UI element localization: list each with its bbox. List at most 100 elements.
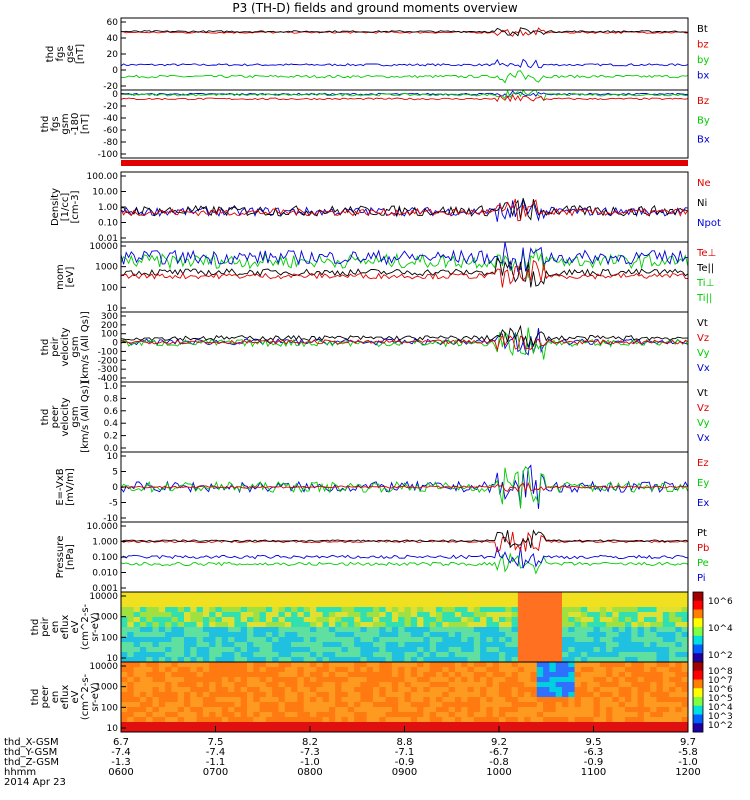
spectrogram-cell [272,602,279,608]
spectrogram-cell [517,637,525,643]
spectrogram-cell [291,712,298,718]
spectrogram-cell [543,602,550,608]
spectrogram-cell [631,652,639,658]
spectrogram-cell [486,657,494,663]
spectrogram-cell [517,592,525,598]
spectrogram-cell [398,677,405,683]
spectrogram-cell [177,702,185,708]
spectrogram-cell [467,627,475,633]
spectrogram-cell [669,672,676,678]
spectrogram-cell [618,657,626,663]
spectrogram-cell [555,602,563,608]
spectrogram-cell [599,712,607,718]
spectrogram-cell [454,672,462,678]
y-tick-label: 40 [107,34,119,44]
spectrogram-cell [612,642,620,648]
spectrogram-cell [234,712,242,718]
spectrogram-cell [158,667,166,673]
spectrogram-cell [373,642,380,648]
spectrogram-cell [291,657,298,663]
spectrogram-cell [681,677,689,683]
spectrogram-cell [253,697,261,703]
spectrogram-cell [480,632,487,638]
spectrogram-cell [467,667,475,673]
spectrogram-cell [530,632,538,638]
spectrogram-cell [675,627,683,633]
spectrogram-cell [499,622,506,628]
spectrogram-cell [618,627,626,633]
spectrogram-cell [240,632,248,638]
spectrogram-cell [480,602,487,608]
spectrogram-cell [259,677,267,683]
spectrogram-cell [366,657,374,663]
spectrogram-cell [473,727,481,733]
spectrogram-cell [580,647,588,653]
colorbar-segment [693,679,703,689]
spectrogram-cell [152,607,160,613]
spectrogram-cell [618,677,626,683]
spectrogram-cell [555,607,563,613]
spectrogram-cell [328,707,336,713]
spectrogram-cell [404,642,412,648]
spectrogram-cell [247,697,254,703]
spectrogram-cell [221,672,229,678]
spectrogram-cell [612,627,620,633]
spectrogram-cell [177,722,185,728]
spectrogram-cell [121,702,128,708]
spectrogram-cell [303,607,311,613]
spectrogram-cell [228,682,235,688]
spectrogram-cell [278,662,286,668]
spectrogram-cell [158,727,166,733]
spectrogram-cell [675,657,683,663]
spectrogram-cell [606,657,613,663]
spectrogram-cell [593,597,601,603]
spectrogram-cell [133,702,141,708]
spectrogram-cell [580,652,588,658]
spectrogram-cell [259,592,267,598]
spectrogram-cell [121,697,128,703]
spectrogram-cell [650,707,657,713]
spectrogram-cell [555,707,563,713]
spectrogram-cell [404,697,412,703]
spectrogram-cell [574,627,582,633]
spectrogram-cell [184,642,191,648]
spectrogram-cell [278,657,286,663]
spectrogram-cell [499,692,506,698]
spectrogram-cell [354,592,361,598]
x-tick-label: 9.7 [680,737,696,748]
spectrogram-cell [417,697,424,703]
spectrogram-cell [562,612,569,618]
spectrogram-cell [284,682,292,688]
spectrogram-cell [184,677,191,683]
spectrogram-cell [473,632,481,638]
y-axis-label: thd [40,116,51,133]
spectrogram-cell [335,707,342,713]
spectrogram-cell [184,607,191,613]
panel-fgs_gsm [120,89,689,159]
spectrogram-cell [480,687,487,693]
spectrogram-cell [436,727,443,733]
spectrogram-cell [404,692,412,698]
spectrogram-cell [675,647,683,653]
spectrogram-cell [530,622,538,628]
spectrogram-cell [373,597,380,603]
spectrogram-cell [530,722,538,728]
spectrogram-cell [650,622,657,628]
spectrogram-cell [681,642,689,648]
spectrogram-cell [291,692,298,698]
spectrogram-cell [366,702,374,708]
spectrogram-cell [650,672,657,678]
series-line-Vt [120,324,688,348]
spectrogram-cell [385,642,393,648]
spectrogram-cell [165,627,172,633]
spectrogram-cell [259,652,267,658]
spectrogram-cell [373,612,380,618]
spectrogram-cell [158,622,166,628]
spectrogram-cell [121,667,128,673]
spectrogram-cell [480,642,487,648]
spectrogram-cell [436,637,443,643]
spectrogram-cell [398,612,405,618]
spectrogram-cell [580,597,588,603]
spectrogram-cell [473,627,481,633]
y-axis-label: velocity [60,397,71,436]
